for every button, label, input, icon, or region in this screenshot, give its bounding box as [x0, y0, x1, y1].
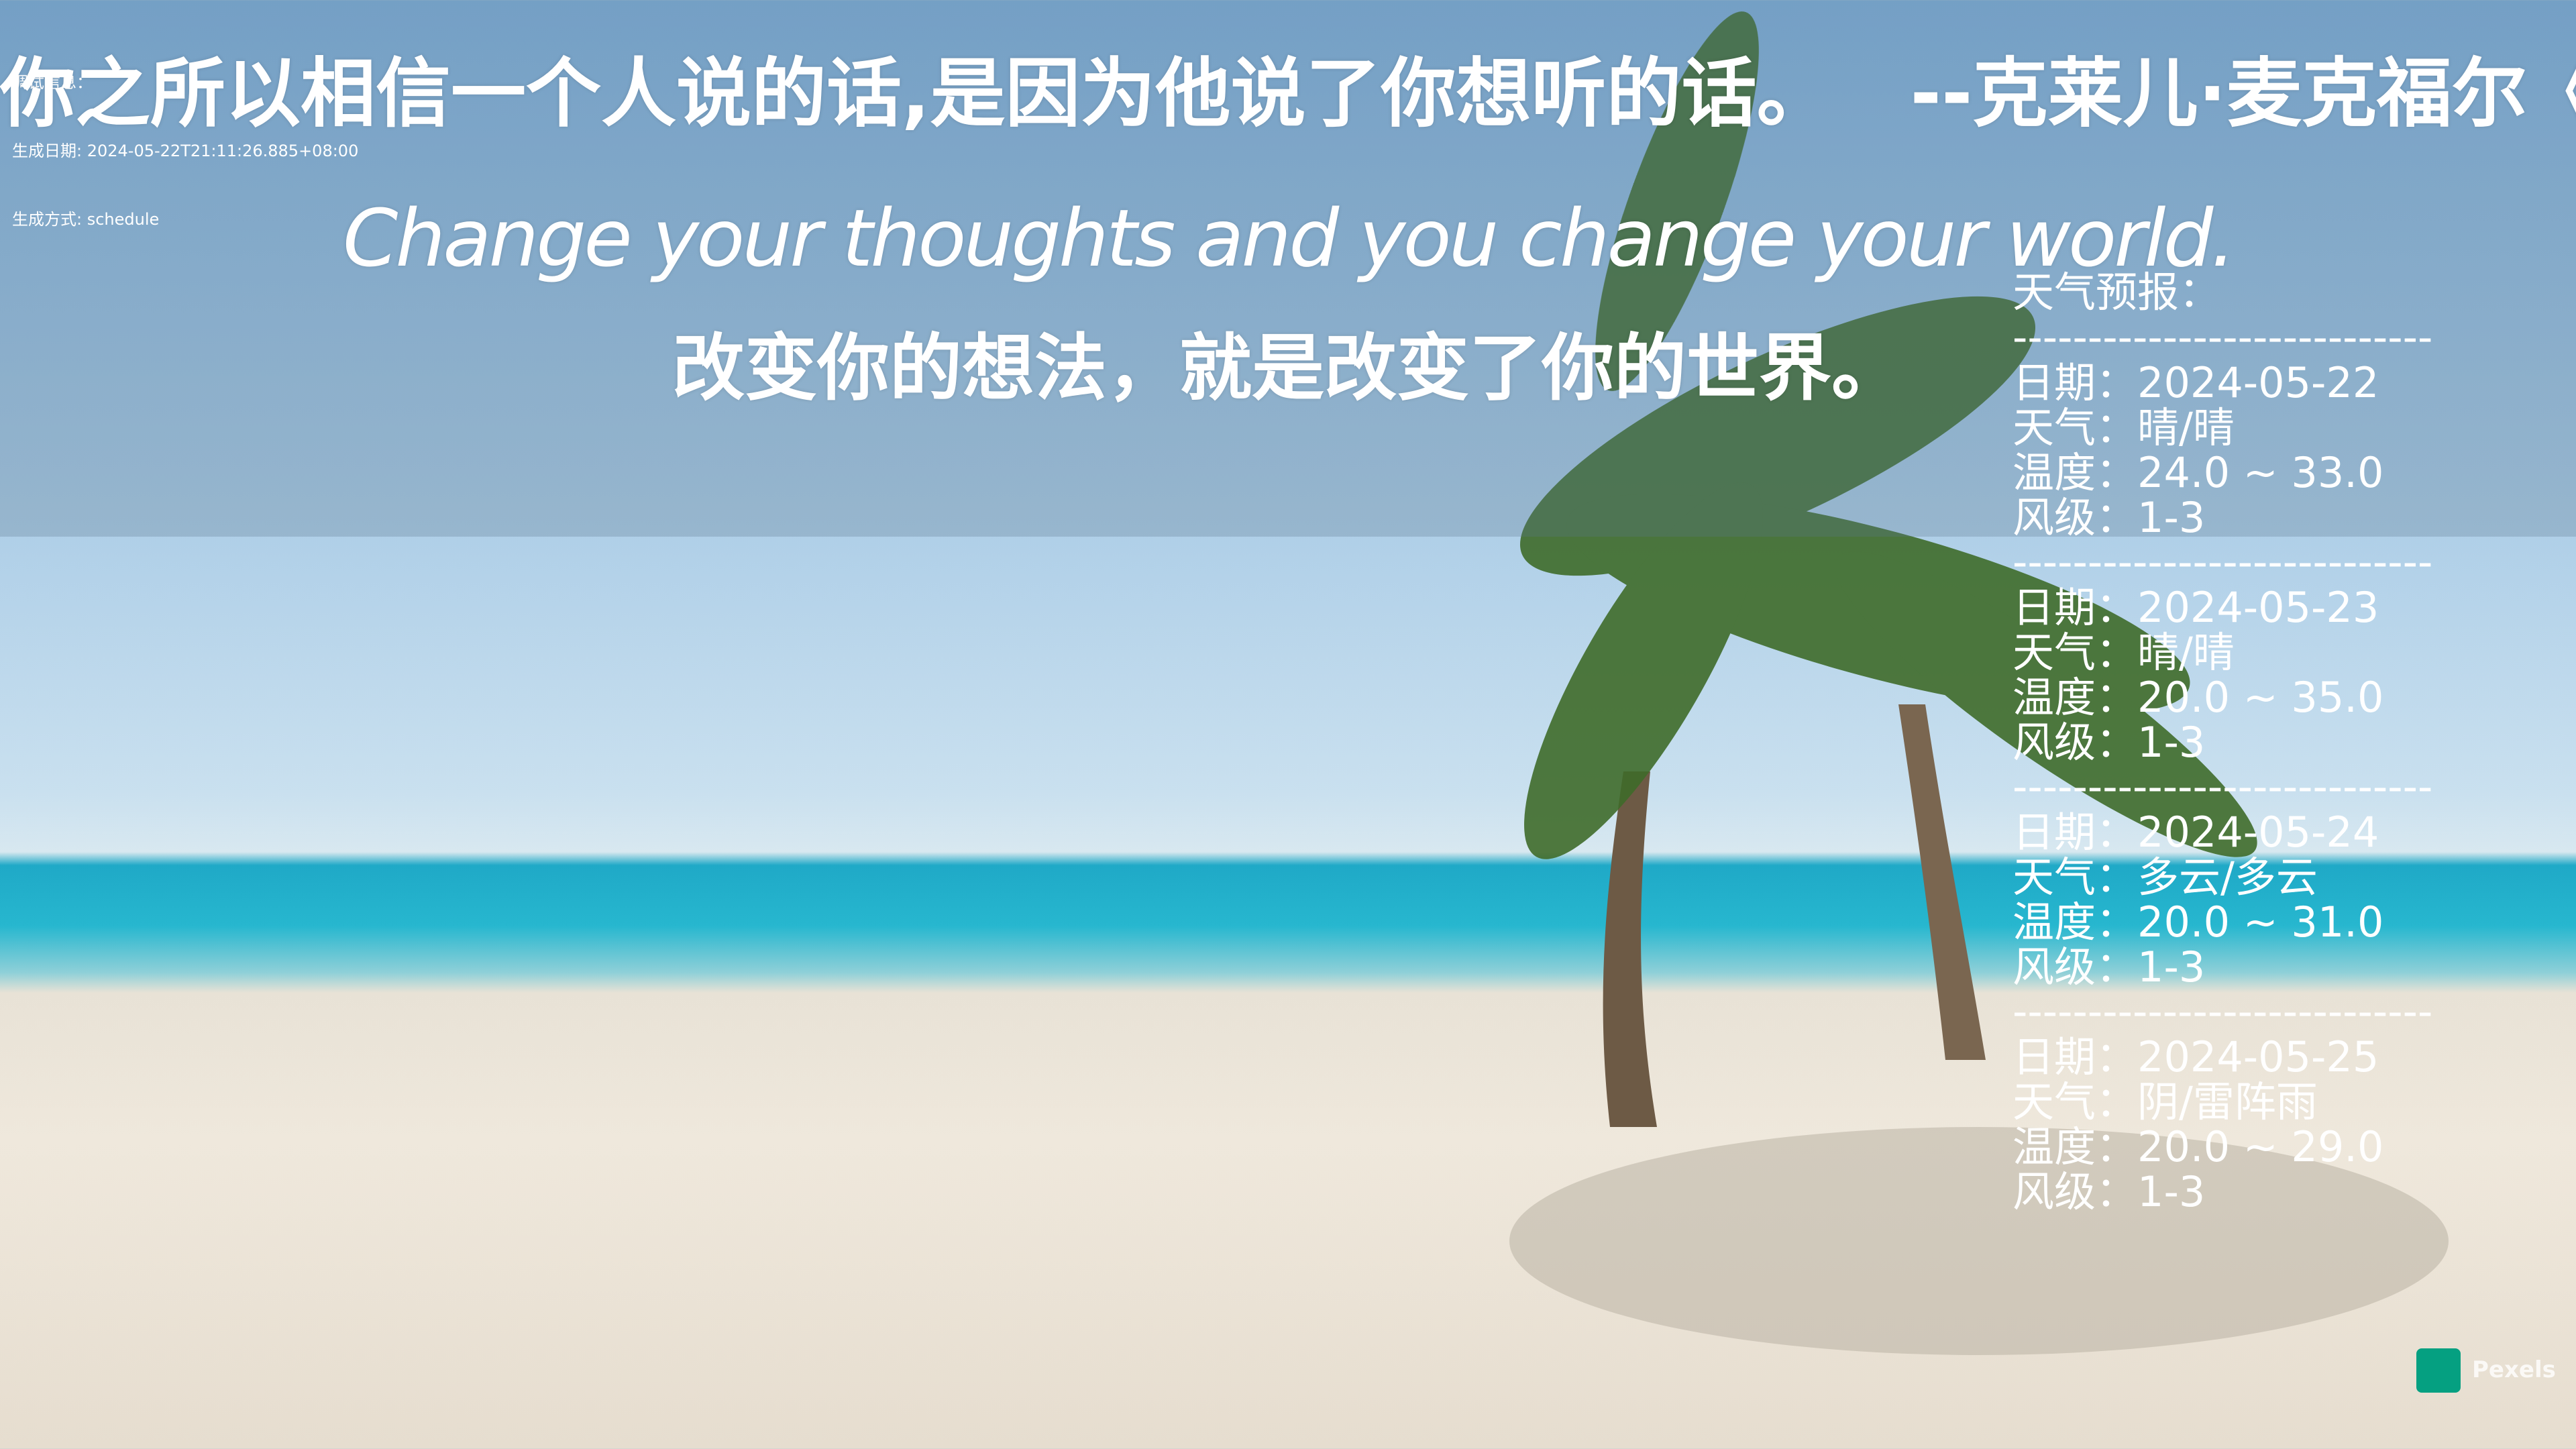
debug-line: 生成方式: schedule — [12, 210, 160, 229]
weather-temperature: 温度：20.0 ~ 29.0 — [2012, 1122, 2384, 1171]
pexels-logo — [2416, 1348, 2461, 1393]
weather-weather: 天气：晴/晴 — [2012, 628, 2235, 677]
photo-credit: Pexels — [2472, 1356, 2556, 1383]
weather-wind: 风级：1-3 — [2012, 1167, 2206, 1216]
weather-temperature: 温度：24.0 ~ 33.0 — [2012, 448, 2384, 497]
quote-translation: 改变你的想法，就是改变了你的世界。 — [672, 327, 1904, 411]
debug-line: 生成日期: 2024-05-22T21:11:26.885+08:00 — [12, 142, 359, 160]
weather-wind: 风级：1-3 — [2012, 718, 2206, 767]
header-overlay — [0, 0, 2576, 537]
weather-temperature: 温度：20.0 ~ 35.0 — [2012, 673, 2384, 722]
weather-separator: ---------------------------- — [2012, 762, 2433, 811]
weather-separator: ---------------------------- — [2012, 987, 2433, 1036]
weather-date: 日期：2024-05-22 — [2012, 358, 2379, 407]
weather-weather: 天气：多云/多云 — [2012, 853, 2318, 902]
weather-title: 天气预报： — [2012, 268, 2221, 317]
weather-wind: 风级：1-3 — [2012, 943, 2206, 991]
weather-weather: 天气：晴/晴 — [2012, 403, 2235, 452]
quote-chinese: 你之所以相信一个人说的话,是因为他说了你想听的话。 --克莱儿·麦克福尔《摆渡人… — [0, 50, 2576, 138]
weather-separator: ---------------------------- — [2012, 537, 2433, 586]
weather-temperature: 温度：20.0 ~ 31.0 — [2012, 898, 2384, 947]
weather-date: 日期：2024-05-25 — [2012, 1032, 2379, 1081]
weather-date: 日期：2024-05-24 — [2012, 808, 2379, 857]
debug-title: 调试信息： — [12, 73, 93, 92]
weather-separator: ---------------------------- — [2012, 313, 2433, 362]
weather-wind: 风级：1-3 — [2012, 493, 2206, 542]
quote-english: Change your thoughts and you change your… — [343, 192, 2236, 284]
weather-weather: 天气：阴/雷阵雨 — [2012, 1077, 2318, 1126]
debug-info: 调试信息： 生成日期: 2024-05-22T21:11:26.885+08:0… — [12, 25, 358, 254]
weather-date: 日期：2024-05-23 — [2012, 583, 2379, 632]
